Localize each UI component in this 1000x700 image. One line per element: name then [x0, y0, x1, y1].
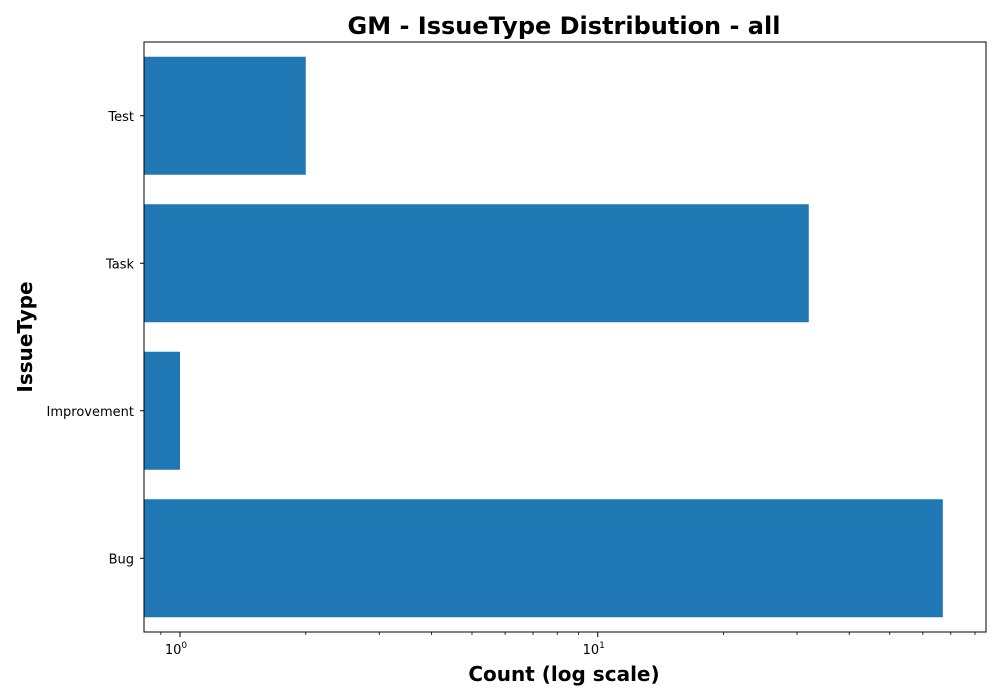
bars	[144, 56, 943, 618]
x-tick-label: 101	[583, 641, 605, 658]
x-axis-label: Count (log scale)	[468, 662, 659, 686]
bar-bug	[144, 499, 943, 618]
bar-test	[144, 56, 306, 175]
chart-title: GM - IssueType Distribution - all	[348, 12, 781, 40]
y-axis-label: IssueType	[13, 281, 37, 392]
x-tick-label: 100	[165, 641, 188, 658]
bar-task	[144, 204, 809, 323]
bar-improvement	[144, 351, 181, 470]
y-tick-label: Task	[105, 257, 135, 272]
y-tick-label: Improvement	[47, 405, 134, 420]
plot-frame	[143, 41, 987, 633]
y-tick-label: Bug	[109, 552, 134, 567]
y-axis-ticks: Bug Improvement Task Test	[47, 110, 144, 567]
x-axis-ticks: 100 101	[160, 632, 976, 658]
y-tick-label: Test	[107, 110, 134, 125]
